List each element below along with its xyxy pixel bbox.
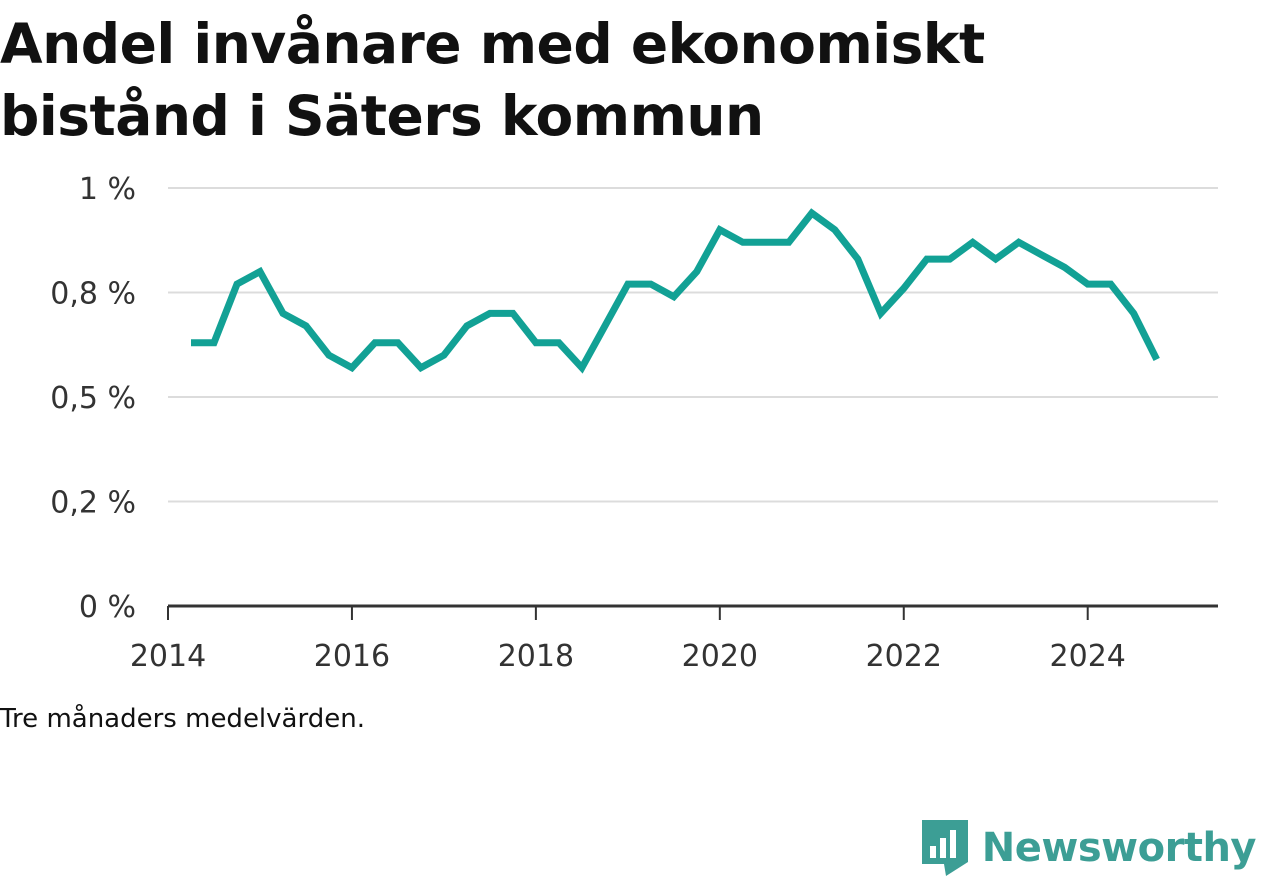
line-chart: 0 %0,2 %0,5 %0,8 %1 % 2014 2016 2018 2020 20…	[50, 172, 1218, 674]
x-tick-label: 2016	[314, 639, 390, 674]
brand-logo: Newsworthy	[920, 818, 1257, 878]
series-group	[191, 208, 1160, 374]
chart-title: Andel invånare med ekonomiskt bistånd i …	[0, 12, 985, 148]
y-tick-label: 1 %	[79, 172, 136, 207]
x-axis-ticks: 2014 2016 2018 2020 2022 2024	[130, 606, 1126, 674]
x-tick-label: 2018	[498, 639, 574, 674]
y-tick-label: 0,5 %	[50, 381, 136, 416]
brand-name: Newsworthy	[981, 825, 1257, 871]
y-tick-label: 0,2 %	[50, 486, 136, 521]
chart-note: Tre månaders medelvärden.	[0, 704, 365, 734]
gridlines	[168, 187, 1218, 503]
y-axis-tick-labels: 0 % 0,2 % 0,5 % 0,8 % 1 %	[50, 172, 136, 625]
y-tick-label: 0,8 %	[50, 277, 136, 312]
series-line	[191, 208, 1160, 374]
newsworthy-logo-icon	[921, 820, 968, 876]
y-tick-label: 0 %	[79, 590, 136, 625]
x-tick-label: 2024	[1050, 639, 1126, 674]
x-tick-label: 2020	[682, 639, 758, 674]
x-tick-label: 2014	[130, 639, 206, 674]
x-tick-label: 2022	[866, 639, 942, 674]
